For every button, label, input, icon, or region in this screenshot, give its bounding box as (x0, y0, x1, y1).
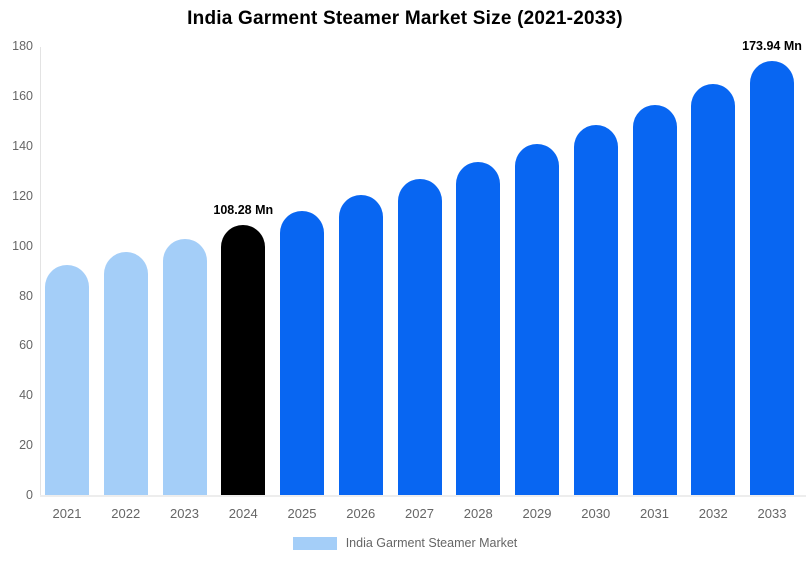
bar-2031[interactable] (632, 104, 677, 495)
bar-2021[interactable] (45, 264, 89, 495)
legend[interactable]: India Garment Steamer Market (0, 536, 810, 550)
x-tick-label-2027: 2027 (405, 506, 434, 521)
y-tick-label-100: 100 (12, 238, 33, 253)
bar-2032[interactable] (691, 83, 736, 495)
y-tick-label-60: 60 (19, 338, 33, 353)
y-tick-label-80: 80 (19, 288, 33, 303)
x-tick-label-2030: 2030 (581, 506, 611, 521)
legend-label: India Garment Steamer Market (345, 536, 518, 550)
data-label-2024: 108.28 Mn (213, 203, 274, 218)
y-tick-label-160: 160 (12, 89, 33, 104)
bar-2028[interactable] (456, 161, 501, 495)
bar-2029[interactable] (515, 143, 559, 495)
y-axis-line (40, 47, 41, 496)
bar-2024[interactable] (221, 225, 266, 495)
y-tick-label-180: 180 (12, 39, 33, 54)
x-tick-label-2031: 2031 (640, 506, 669, 521)
bar-2023[interactable] (162, 238, 207, 495)
y-tick-label-20: 20 (19, 438, 33, 453)
x-tick-label-2026: 2026 (346, 506, 376, 521)
bar-2022[interactable] (103, 252, 148, 495)
bar-2027[interactable] (397, 178, 442, 495)
x-tick-label-2022: 2022 (111, 506, 141, 521)
bar-2026[interactable] (338, 195, 383, 495)
y-tick-label-140: 140 (12, 139, 33, 153)
y-tick-label-120: 120 (12, 188, 33, 203)
chart-title: India Garment Steamer Market Size (2021-… (187, 8, 623, 29)
bar-2033[interactable] (750, 61, 794, 495)
x-tick-label-2032: 2032 (698, 506, 728, 521)
x-tick-label-2029: 2029 (522, 506, 552, 521)
x-tick-label-2033: 2033 (757, 506, 787, 521)
bar-2025[interactable] (280, 210, 324, 495)
data-label-2033: 173.94 Mn (742, 39, 802, 54)
y-tick-label-40: 40 (19, 388, 33, 403)
x-tick-label-2021: 2021 (52, 506, 82, 521)
bar-2030[interactable] (573, 124, 618, 495)
x-tick-label-2028: 2028 (463, 506, 493, 521)
x-axis-line (40, 495, 806, 497)
y-tick-label-0: 0 (26, 488, 33, 502)
legend-swatch (292, 536, 337, 550)
x-tick-label-2024: 2024 (228, 506, 258, 521)
x-tick-label-2023: 2023 (170, 506, 199, 521)
x-tick-label-2025: 2025 (287, 506, 317, 521)
